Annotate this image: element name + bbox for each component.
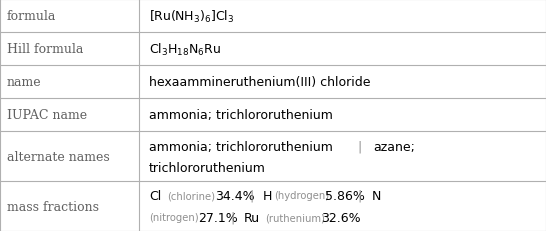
Text: alternate names: alternate names	[7, 150, 109, 163]
Text: |: |	[357, 140, 361, 153]
Text: azane;: azane;	[373, 140, 415, 153]
Text: |: |	[249, 189, 253, 202]
Text: (nitrogen): (nitrogen)	[149, 212, 199, 222]
Text: IUPAC name: IUPAC name	[7, 109, 87, 122]
Text: formula: formula	[7, 10, 56, 23]
Text: Ru: Ru	[244, 211, 260, 224]
Text: Cl$_3$H$_{18}$N$_6$Ru: Cl$_3$H$_{18}$N$_6$Ru	[149, 41, 221, 58]
Text: (ruthenium): (ruthenium)	[265, 212, 325, 222]
Text: 5.86%: 5.86%	[325, 189, 365, 202]
Text: hexaammineruthenium(III) chloride: hexaammineruthenium(III) chloride	[149, 76, 371, 89]
Text: 27.1%: 27.1%	[198, 211, 238, 224]
Text: name: name	[7, 76, 41, 89]
Text: N: N	[371, 189, 381, 202]
Text: ammonia; trichlororuthenium: ammonia; trichlororuthenium	[149, 140, 333, 153]
Text: 34.4%: 34.4%	[215, 189, 255, 202]
Text: mass fractions: mass fractions	[7, 200, 98, 213]
Text: [Ru(NH$_3$)$_6$]Cl$_3$: [Ru(NH$_3$)$_6$]Cl$_3$	[149, 9, 234, 24]
Text: Cl: Cl	[149, 189, 161, 202]
Text: Hill formula: Hill formula	[7, 43, 83, 56]
Text: |: |	[230, 211, 234, 224]
Text: trichlororuthenium: trichlororuthenium	[149, 161, 266, 174]
Text: (chlorine): (chlorine)	[167, 190, 215, 200]
Text: H: H	[263, 189, 272, 202]
Text: |: |	[357, 189, 361, 202]
Text: 32.6%: 32.6%	[321, 211, 361, 224]
Text: ammonia; trichlororuthenium: ammonia; trichlororuthenium	[149, 109, 333, 122]
Text: (hydrogen): (hydrogen)	[274, 190, 329, 200]
